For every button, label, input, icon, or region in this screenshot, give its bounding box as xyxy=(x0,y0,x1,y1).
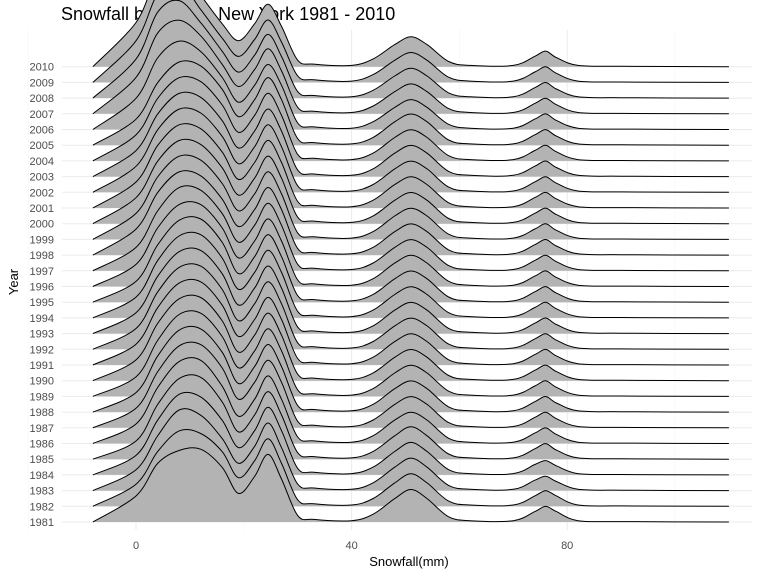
ridge-line xyxy=(92,310,729,397)
ridge-line xyxy=(92,40,729,130)
y-tick-label: 1984 xyxy=(30,470,54,482)
y-tick-label: 1995 xyxy=(30,297,54,309)
y-tick-label: 2005 xyxy=(30,140,54,152)
ridge-line xyxy=(92,138,729,225)
ridge-line xyxy=(92,170,729,256)
y-tick-label: 1999 xyxy=(30,234,54,246)
y-tick-label: 2009 xyxy=(30,77,54,89)
y-tick-label: 1994 xyxy=(30,313,54,325)
x-tick-label: 40 xyxy=(345,540,357,552)
y-tick-label: 2007 xyxy=(30,109,54,121)
x-axis-title: Snowfall(mm) xyxy=(369,554,448,569)
ridge-line xyxy=(92,123,729,209)
y-tick-label: 1985 xyxy=(30,454,54,466)
y-tick-label: 2004 xyxy=(30,156,54,168)
ridge-line xyxy=(92,0,729,83)
y-tick-label: 1993 xyxy=(30,329,54,341)
ridge-line xyxy=(92,19,729,115)
ridge-1981 xyxy=(92,447,729,523)
y-axis-ticks: 1981 1982 1983 1984 1985 1986 1987 1988 1989 1990… xyxy=(30,62,54,529)
ridge-line xyxy=(92,391,729,476)
ridge-line xyxy=(92,216,729,303)
y-tick-label: 2001 xyxy=(30,203,54,215)
x-tick-label: 80 xyxy=(561,540,573,552)
ridge-line xyxy=(92,91,729,178)
y-tick-label: 2002 xyxy=(30,187,54,199)
y-axis-title: Year xyxy=(6,268,21,295)
y-tick-label: 2000 xyxy=(30,219,54,231)
y-tick-label: 1989 xyxy=(30,391,54,403)
ridge-line xyxy=(92,247,729,335)
x-tick-label: 0 xyxy=(133,540,139,552)
ridge-line xyxy=(92,107,729,193)
y-tick-label: 1983 xyxy=(30,486,54,498)
y-tick-label: 1988 xyxy=(30,407,54,419)
ridge-line xyxy=(92,231,729,319)
ridge-line xyxy=(92,0,729,68)
y-tick-label: 1982 xyxy=(30,501,54,513)
y-tick-label: 1997 xyxy=(30,266,54,278)
ridge-series xyxy=(92,0,729,523)
y-tick-label: 1996 xyxy=(30,282,54,294)
ridge-line xyxy=(92,408,729,492)
ridge-line xyxy=(92,357,729,444)
y-tick-label: 1986 xyxy=(30,439,54,451)
ridge-line xyxy=(92,263,729,350)
ridge-line xyxy=(92,154,729,240)
y-tick-label: 1987 xyxy=(30,423,54,435)
ridge-line xyxy=(92,0,729,99)
ridge-area xyxy=(92,447,729,522)
ridge-line xyxy=(92,75,729,162)
ridge-line xyxy=(92,428,729,507)
ridge-line xyxy=(92,278,729,366)
x-axis-ticks: 0 40 80 xyxy=(133,540,573,552)
y-tick-label: 2003 xyxy=(30,172,54,184)
y-tick-label: 2006 xyxy=(30,125,54,137)
ridge-line xyxy=(92,185,729,272)
y-tick-label: 2008 xyxy=(30,93,54,105)
y-tick-label: 1998 xyxy=(30,250,54,262)
y-tick-label: 1991 xyxy=(30,360,54,372)
ridge-line xyxy=(92,447,729,523)
ridge-line xyxy=(92,341,729,429)
y-tick-label: 1990 xyxy=(30,376,54,388)
ridge-line xyxy=(92,294,729,382)
y-tick-label: 1981 xyxy=(30,517,54,529)
y-tick-label: 1992 xyxy=(30,344,54,356)
ridge-line xyxy=(92,374,729,460)
ridge-line xyxy=(92,201,729,287)
ridge-line xyxy=(92,325,729,413)
ridge-line xyxy=(92,60,729,146)
y-tick-label: 2010 xyxy=(30,62,54,74)
